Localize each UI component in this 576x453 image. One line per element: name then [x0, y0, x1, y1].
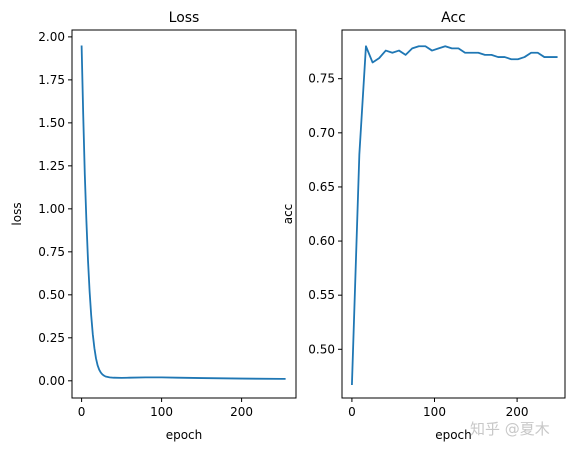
- y-tick-label: 0.75: [38, 245, 65, 259]
- x-tick-label: 100: [150, 405, 173, 419]
- x-tick-label: 200: [506, 405, 529, 419]
- series-line-0-0: [80, 45, 286, 380]
- y-tick-label: 1.50: [38, 116, 65, 130]
- series-line-1-0: [351, 45, 558, 386]
- y-axis-label: acc: [281, 204, 295, 225]
- x-tick-label: 200: [230, 405, 253, 419]
- y-tick-label: 0.00: [38, 374, 65, 388]
- y-tick-label: 1.75: [38, 73, 65, 87]
- y-tick-label: 0.65: [308, 180, 335, 194]
- x-axis-label: epoch: [435, 428, 472, 442]
- y-tick-label: 0.75: [308, 72, 335, 86]
- x-axis-label: epoch: [166, 428, 203, 442]
- acc-chart: 0 100 200 0.50 0.55 0.60 0.65 0.70 0.75 Acc epoch a…: [281, 10, 566, 442]
- axes-frame: [71, 29, 297, 399]
- y-tick-label: 0.25: [38, 331, 65, 345]
- watermark: 知乎 @夏木: [470, 420, 550, 438]
- chart-title: Acc: [441, 10, 466, 26]
- x-tick-label: 0: [348, 405, 356, 419]
- x-tick-label: 100: [423, 405, 446, 419]
- x-tick-label: 0: [78, 405, 86, 419]
- y-tick-label: 0.50: [308, 342, 335, 356]
- y-tick-label: 0.50: [38, 288, 65, 302]
- y-tick-label: 1.25: [38, 159, 65, 173]
- loss-chart: 0 100 200 0.00 0.25 0.50 0.75 1.00 1.25 1.50 1.75 2…: [10, 10, 297, 442]
- axes-frame: [341, 29, 566, 399]
- y-tick-label: 2.00: [38, 30, 65, 44]
- y-tick-label: 0.55: [308, 288, 335, 302]
- y-tick-label: 1.00: [38, 202, 65, 216]
- y-tick-label: 0.70: [308, 126, 335, 140]
- chart-title: Loss: [169, 10, 200, 26]
- y-axis-label: loss: [10, 202, 24, 225]
- y-tick-label: 0.60: [308, 234, 335, 248]
